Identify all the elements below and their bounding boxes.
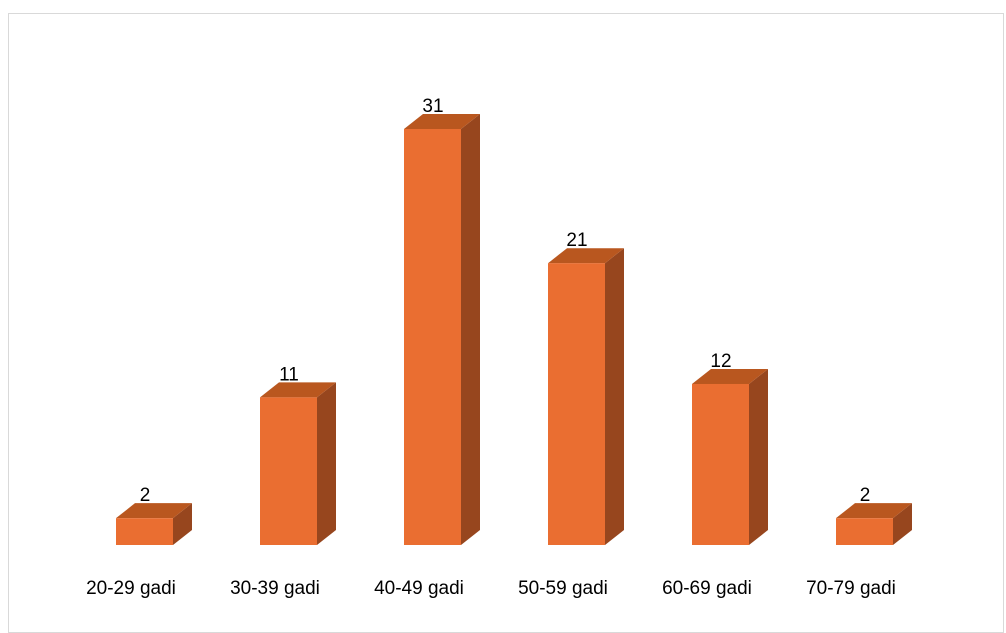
category-label: 50-59 gadi: [518, 578, 608, 599]
bar-front-face: [836, 518, 893, 545]
bar-side-face: [605, 248, 624, 545]
data-label: 2: [140, 485, 151, 506]
bar-5: [692, 368, 768, 545]
bar-front-face: [116, 518, 173, 545]
bar-top-face: [116, 503, 192, 519]
bar-front-face: [260, 397, 317, 545]
bar-front-face: [548, 263, 605, 545]
bar-top-face: [692, 368, 768, 384]
data-label: 12: [710, 351, 731, 372]
bar-side-face: [317, 382, 336, 545]
bar-top-face: [404, 114, 480, 129]
bar-6: [836, 503, 912, 545]
category-label: 30-39 gadi: [230, 578, 320, 599]
bar-top-face: [836, 503, 912, 519]
bar-top-face: [260, 382, 336, 398]
bar-1: [116, 503, 192, 545]
bar-front-face: [692, 383, 749, 545]
data-label: 21: [566, 230, 587, 251]
bar-3: [404, 114, 480, 545]
bar-top-face: [548, 248, 624, 264]
bar-4: [548, 248, 624, 545]
bar-chart: 2 20-29 gadi 11 30-39 gadi 31 40-49 gadi 21 50-…: [86, 96, 912, 599]
data-label: 2: [860, 485, 871, 506]
bar-front-face: [404, 129, 461, 545]
bar-side-face: [173, 503, 192, 545]
category-label: 40-49 gadi: [374, 578, 464, 599]
category-label: 20-29 gadi: [86, 578, 176, 599]
data-label: 11: [279, 364, 299, 385]
bar-side-face: [461, 114, 480, 545]
bar-2: [260, 382, 336, 545]
bar-side-face: [893, 503, 912, 545]
category-label: 70-79 gadi: [806, 578, 896, 599]
data-label: 31: [422, 96, 443, 117]
bar-side-face: [749, 368, 768, 545]
category-label: 60-69 gadi: [662, 578, 752, 599]
